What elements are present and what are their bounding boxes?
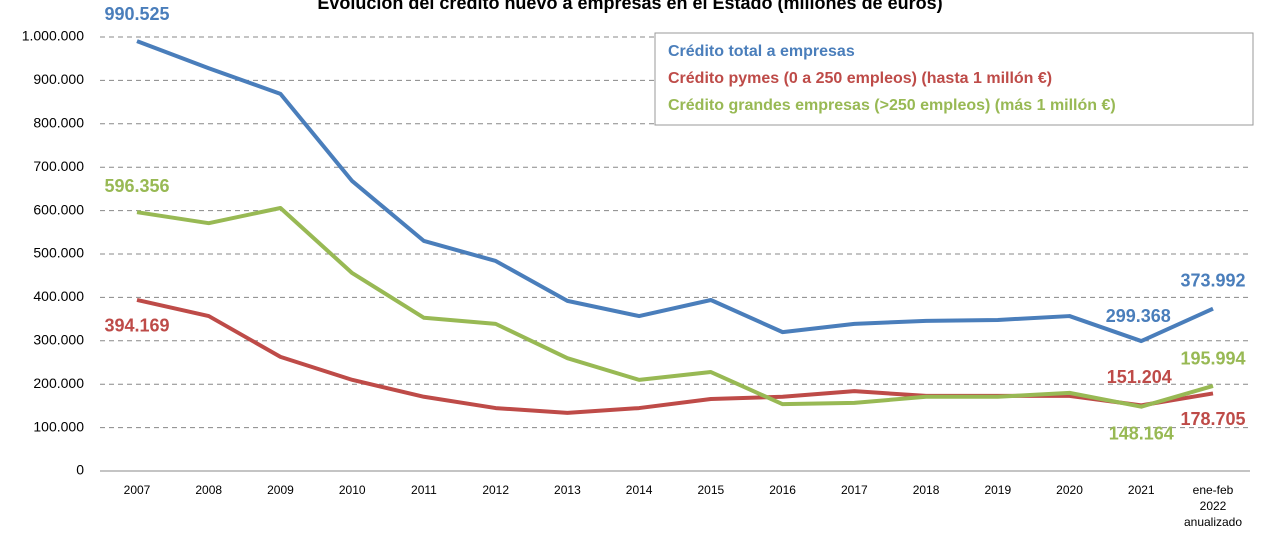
y-tick-label: 1.000.000: [22, 28, 84, 44]
data-label: 596.356: [104, 176, 169, 196]
y-tick-label: 0: [76, 462, 84, 478]
x-tick-label: 2021: [1128, 483, 1155, 497]
y-tick-label: 700.000: [33, 158, 84, 174]
data-label: 195.994: [1180, 349, 1245, 369]
x-tick-label: 2010: [339, 483, 366, 497]
chart-title: Evolución del crédito nuevo a empresas e…: [317, 0, 942, 13]
x-tick-label-line: 2022: [1200, 499, 1227, 513]
x-tick-label: 2020: [1056, 483, 1083, 497]
y-tick-label: 900.000: [33, 71, 84, 87]
x-tick-label: 2012: [482, 483, 509, 497]
x-tick-label: 2019: [984, 483, 1011, 497]
legend-entry: Crédito total a empresas: [668, 43, 855, 60]
y-tick-label: 800.000: [33, 115, 84, 131]
x-tick-label-line: anualizado: [1184, 515, 1242, 529]
data-label: 299.368: [1106, 306, 1171, 326]
series-line: [136, 205, 1214, 409]
x-tick-label: 2013: [554, 483, 581, 497]
x-tick-label: 2007: [124, 483, 151, 497]
x-tick-label: 2017: [841, 483, 868, 497]
y-tick-label: 200.000: [33, 375, 84, 391]
data-label: 373.992: [1180, 270, 1245, 290]
x-tick-label: 2009: [267, 483, 294, 497]
y-tick-label: 300.000: [33, 332, 84, 348]
series-line: [136, 39, 1214, 344]
x-tick-label: 2008: [195, 483, 222, 497]
x-tick-label: 2015: [698, 483, 725, 497]
y-tick-label: 600.000: [33, 201, 84, 217]
y-tick-label: 100.000: [33, 418, 84, 434]
x-tick-label: 2016: [769, 483, 796, 497]
x-tick-label: 2018: [913, 483, 940, 497]
y-tick-label: 500.000: [33, 245, 84, 261]
legend-box: [654, 32, 1254, 126]
y-tick-label: 400.000: [33, 288, 84, 304]
data-label: 178.705: [1180, 409, 1245, 429]
legend-entry: Crédito pymes (0 a 250 empleos) (hasta 1…: [668, 70, 1052, 87]
data-label: 394.169: [104, 316, 169, 336]
x-tick-label: 2014: [626, 483, 653, 497]
data-label: 151.204: [1107, 367, 1172, 387]
data-label: 990.525: [104, 4, 169, 24]
x-tick-label: 2011: [411, 483, 437, 497]
x-tick-label: ene-feb 2022 anualizado: [1184, 483, 1242, 529]
data-label: 148.164: [1109, 423, 1174, 443]
legend-entry: Crédito grandes empresas (>250 empleos) …: [668, 97, 1116, 114]
x-tick-label-line: ene-feb: [1193, 483, 1234, 497]
